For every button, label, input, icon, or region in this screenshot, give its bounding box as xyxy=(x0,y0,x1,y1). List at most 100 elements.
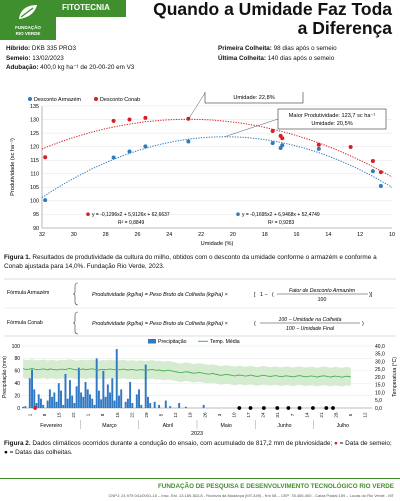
precip-bar xyxy=(129,381,132,408)
day-tick-label: 8 xyxy=(42,413,47,416)
precip-bar xyxy=(77,367,80,408)
legend-marker-1 xyxy=(94,97,98,101)
callout-line1-1: Maior Produtividade: 123,7 sc ha⁻¹ xyxy=(289,113,376,119)
harvest-note: = Datas das colheitas. xyxy=(7,448,73,456)
harvest-marker xyxy=(286,406,291,410)
precip-bar xyxy=(37,394,40,408)
fert-value: 400,0 kg ha⁻¹ de 20-00-20 em V3 xyxy=(40,64,135,71)
precip-bar xyxy=(35,403,38,408)
y-left-tick-label: 100 xyxy=(12,344,21,350)
day-tick-label: 24 xyxy=(261,412,266,418)
precip-bar xyxy=(51,396,54,408)
precip-bar xyxy=(55,401,58,408)
callout-line1-0: Maior Produtividade: 130,1 sc ha⁻¹ xyxy=(211,92,298,93)
figure1-label: Figura 1. xyxy=(4,254,31,261)
leaf-logo-icon xyxy=(19,5,37,19)
y-tick-label: 110 xyxy=(30,172,39,178)
precip-bar xyxy=(120,389,123,408)
y-tick-label: 100 xyxy=(30,199,39,205)
x-tick-label: 28 xyxy=(103,232,109,238)
figure2-caption: Figura 2. Dados climáticos ocorridos dur… xyxy=(4,440,396,457)
precip-bar xyxy=(202,404,205,408)
x-tick-label: 24 xyxy=(166,232,172,238)
y-right-tick-label: 20,0 xyxy=(375,375,385,381)
equation-marker-0 xyxy=(86,212,90,216)
callout-box-0 xyxy=(204,92,304,104)
sowing-value: 13/02/2023 xyxy=(32,54,64,62)
formula-armazem-den: 100 xyxy=(318,297,327,303)
precip-bar xyxy=(53,392,56,408)
equation-marker-1 xyxy=(236,212,240,216)
precip-bar xyxy=(31,369,33,408)
day-tick-label: 5 xyxy=(159,413,164,416)
equation-r2-1: R² = 0,9283 xyxy=(268,220,294,226)
formula-armazem-bracket: [ xyxy=(254,292,256,298)
equation-text-0: y = -0,1296x2 + 5,9126x + 62,6637 xyxy=(92,212,170,218)
legend-label-0: Desconto Armazém xyxy=(34,97,82,103)
sowing-marker xyxy=(33,406,38,410)
harvest-marker xyxy=(248,406,253,410)
data-point-series-0 xyxy=(111,155,116,160)
precip-bar xyxy=(109,392,112,408)
data-point-series-0 xyxy=(127,149,132,154)
precip-bar xyxy=(102,370,105,408)
formula-conab-close: ) xyxy=(362,321,364,327)
formula-armazem-num: Fator de Desconto Armazém xyxy=(289,288,356,294)
legend-precip-swatch xyxy=(148,339,156,344)
day-tick-label: 5 xyxy=(348,413,353,416)
harvest-marker xyxy=(237,406,242,410)
data-point-series-1 xyxy=(370,159,375,164)
harvest-marker xyxy=(275,406,280,410)
day-tick-label: 22 xyxy=(71,412,76,418)
sowing-label: Semeio: xyxy=(6,54,31,62)
x-tick-label: 26 xyxy=(134,232,140,238)
data-point-series-0 xyxy=(280,143,285,148)
precip-bar xyxy=(124,401,127,408)
data-point-series-1 xyxy=(43,155,48,160)
sowing-row: Semeio: 13/02/2023 xyxy=(6,54,134,64)
logo-text-line1: FUNDAÇÃO xyxy=(15,25,41,30)
hybrid-row: Híbrido: DKB 335 PRO3 xyxy=(6,44,134,54)
data-point-series-0 xyxy=(378,183,383,188)
x-tick-label: 20 xyxy=(230,232,236,238)
callout-leader-1 xyxy=(224,118,279,137)
y-right-tick-label: 40,0 xyxy=(375,344,385,350)
title-line2: a Diferença xyxy=(297,18,392,38)
data-point-series-0 xyxy=(43,198,48,203)
precip-bar xyxy=(131,403,134,408)
y-tick-label: 115 xyxy=(30,158,39,164)
precip-bar xyxy=(126,398,129,408)
precip-bar xyxy=(66,398,69,408)
month-label: Março xyxy=(102,423,117,429)
x-tick-label: 16 xyxy=(294,232,300,238)
callout-line2-0: Umidade: 22,8% xyxy=(233,95,274,101)
month-label: Maio xyxy=(221,423,232,429)
y-tick-label: 125 xyxy=(30,131,39,137)
day-tick-label: 29 xyxy=(144,412,149,418)
formula-conab-num: 100 − Umidade na Colheita xyxy=(278,317,341,323)
fert-label: Adubação: xyxy=(6,64,39,71)
precip-bar xyxy=(48,389,51,408)
precip-bar xyxy=(135,394,138,408)
formula-conab-paren: ( xyxy=(254,321,256,327)
day-tick-label: 3 xyxy=(217,413,222,416)
x-axis-label: Umidade (%) xyxy=(201,241,234,247)
y-left-axis-label: Precipitação (mm) xyxy=(2,356,8,398)
precip-bar xyxy=(95,358,98,408)
precip-bar xyxy=(75,386,78,408)
first-harvest-value: 98 dias após o semeio xyxy=(273,45,337,52)
data-point-series-1 xyxy=(316,142,321,147)
precip-bar xyxy=(140,404,143,408)
data-point-series-1 xyxy=(127,117,132,122)
precip-bar xyxy=(97,390,100,408)
data-point-series-1 xyxy=(143,115,148,120)
y-tick-label: 105 xyxy=(30,185,39,191)
precip-bar xyxy=(104,396,107,408)
precip-bar xyxy=(113,400,116,408)
x-tick-label: 30 xyxy=(71,232,77,238)
last-harvest-label: Última Colheita: xyxy=(218,54,266,62)
y-right-tick-label: 0,0 xyxy=(375,406,382,412)
formula-armazem-one: 1 − xyxy=(260,292,268,298)
brace-armazem xyxy=(72,282,79,306)
fundacao-logo: FUNDAÇÃO RIO VERDE xyxy=(0,0,56,40)
